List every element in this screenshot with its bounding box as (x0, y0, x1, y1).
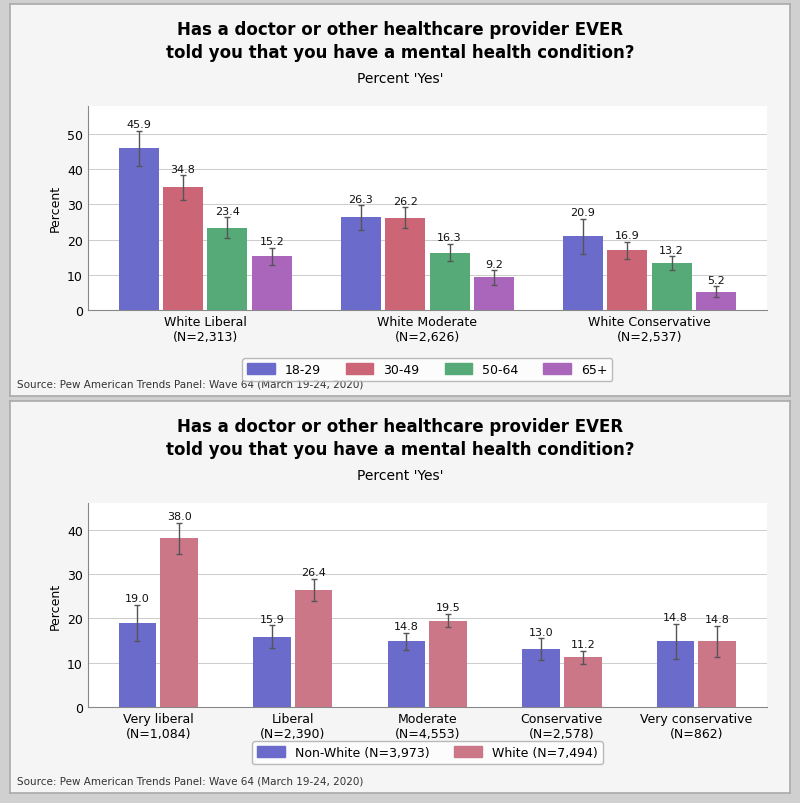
Bar (522, 650, 560, 707)
Bar (698, 642, 736, 707)
Text: 23.4: 23.4 (215, 206, 240, 216)
Text: 45.9: 45.9 (126, 120, 151, 130)
Bar (696, 292, 736, 311)
Text: 13.0: 13.0 (529, 626, 554, 637)
Text: 16.9: 16.9 (615, 231, 640, 241)
Bar (564, 658, 602, 707)
Bar (253, 637, 290, 707)
Text: 19.0: 19.0 (125, 593, 150, 604)
Text: 34.8: 34.8 (170, 165, 195, 174)
Bar (652, 264, 692, 311)
Bar (563, 237, 603, 311)
Bar (474, 278, 514, 311)
Text: 19.5: 19.5 (436, 602, 461, 613)
Text: 26.3: 26.3 (348, 194, 373, 205)
Text: 9.2: 9.2 (485, 259, 503, 270)
Text: 15.9: 15.9 (259, 613, 284, 624)
Text: Percent 'Yes': Percent 'Yes' (357, 468, 443, 482)
Bar (163, 188, 203, 311)
Bar (160, 539, 198, 707)
Bar (657, 642, 694, 707)
Text: 26.4: 26.4 (302, 568, 326, 577)
Bar (388, 642, 426, 707)
Text: Source: Pew American Trends Panel: Wave 64 (March 19-24, 2020): Source: Pew American Trends Panel: Wave … (18, 776, 364, 785)
Text: Has a doctor or other healthcare provider EVER
told you that you have a mental h: Has a doctor or other healthcare provide… (166, 418, 634, 459)
Text: 5.2: 5.2 (707, 275, 725, 286)
Text: 38.0: 38.0 (166, 512, 191, 521)
Bar (430, 621, 467, 707)
Bar (385, 218, 425, 311)
Legend: 18-29, 30-49, 50-64, 65+: 18-29, 30-49, 50-64, 65+ (242, 359, 612, 381)
Y-axis label: Percent: Percent (48, 581, 62, 629)
Bar (118, 623, 156, 707)
Bar (207, 228, 247, 311)
Text: 16.3: 16.3 (438, 233, 462, 243)
Bar (118, 149, 158, 311)
Text: 13.2: 13.2 (659, 246, 684, 255)
Text: 14.8: 14.8 (394, 621, 419, 631)
Bar (607, 251, 647, 311)
Text: 20.9: 20.9 (570, 208, 595, 218)
Text: 26.2: 26.2 (393, 197, 418, 206)
Text: 15.2: 15.2 (259, 237, 284, 247)
Y-axis label: Percent: Percent (48, 185, 62, 232)
Text: Has a doctor or other healthcare provider EVER
told you that you have a mental h: Has a doctor or other healthcare provide… (166, 21, 634, 62)
Bar (252, 257, 292, 311)
Text: 14.8: 14.8 (663, 612, 688, 622)
Text: 14.8: 14.8 (705, 614, 730, 624)
Bar (341, 218, 381, 311)
Bar (295, 590, 333, 707)
Text: Source: Pew American Trends Panel: Wave 64 (March 19-24, 2020): Source: Pew American Trends Panel: Wave … (18, 379, 364, 389)
Text: Percent 'Yes': Percent 'Yes' (357, 71, 443, 85)
Bar (430, 253, 470, 311)
Text: 11.2: 11.2 (570, 639, 595, 649)
Legend: Non-White (N=3,973), White (N=7,494): Non-White (N=3,973), White (N=7,494) (252, 741, 602, 764)
